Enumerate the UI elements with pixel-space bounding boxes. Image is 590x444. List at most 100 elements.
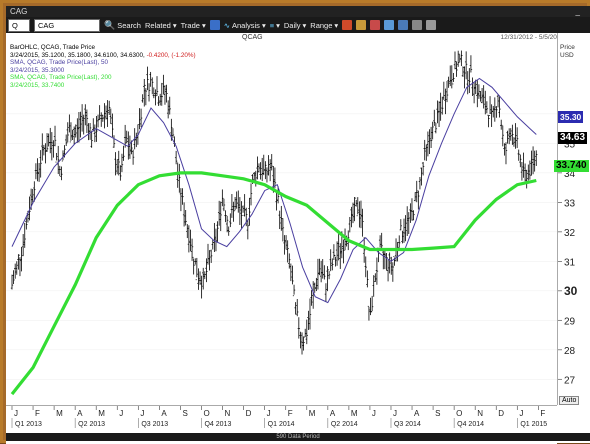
search-button[interactable]: 🔍 Search (104, 20, 141, 31)
price-bar (224, 210, 227, 223)
price-bar (299, 331, 302, 349)
price-bar (158, 93, 162, 106)
analysis-menu[interactable]: ∿ Analysis ▾ (224, 21, 266, 30)
price-bar (525, 169, 528, 189)
price-bar (225, 215, 229, 233)
price-bar (399, 219, 403, 231)
month-label: F (288, 409, 293, 418)
price-bar (197, 268, 200, 290)
price-bar (359, 200, 363, 229)
price-bar (506, 130, 509, 144)
user-icon[interactable] (398, 20, 409, 30)
price-chart[interactable] (6, 33, 557, 405)
price-bar (507, 128, 511, 145)
price-bar (531, 146, 535, 175)
price-bar (115, 159, 119, 175)
price-bar (476, 79, 479, 108)
price-bar (477, 84, 481, 99)
price-bar (530, 150, 533, 176)
price-bar (286, 240, 289, 263)
price-bar (39, 150, 42, 178)
price-bar (334, 255, 337, 267)
print-icon[interactable] (412, 20, 423, 30)
crosshair-icon[interactable] (356, 20, 367, 30)
bars-menu[interactable]: ≡ ▾ (270, 21, 280, 30)
related-menu[interactable]: Related ▾ (145, 21, 177, 30)
price-bar (401, 230, 404, 244)
month-label: A (414, 409, 420, 418)
price-bar (304, 328, 307, 338)
price-bar (28, 196, 31, 221)
price-bar (160, 82, 163, 106)
price-bar (429, 126, 433, 149)
price-bar (195, 257, 199, 281)
quarter-label: Q1 2014 (268, 421, 295, 428)
range-menu[interactable]: Range ▾ (310, 21, 338, 30)
price-bar (241, 205, 245, 213)
range-label: Range (310, 20, 333, 30)
price-axis[interactable]: 36353433323130292827 (557, 33, 590, 405)
chart-symbol-title: QCAG (242, 34, 263, 41)
sma200-line (10, 171, 537, 396)
price-bar (264, 161, 267, 180)
price-bar (144, 84, 148, 106)
price-bar (192, 256, 195, 275)
magnify-icon[interactable] (384, 20, 395, 30)
price-bar (37, 163, 41, 182)
minimize-button[interactable]: _ (575, 7, 580, 16)
price-bar (441, 96, 444, 115)
chart-area[interactable]: QCAG 12/31/2012 - 5/5/2015 (NYC) BarOHLC… (6, 33, 590, 444)
legend-line-3: SMA, QCAG, Trade Price(Last), 50 (10, 59, 108, 67)
price-bar (496, 94, 500, 108)
price-bar (100, 112, 103, 127)
price-bar (69, 122, 73, 143)
price-tick-label: 27 (564, 375, 576, 386)
price-bar (253, 172, 256, 181)
symbol-type-box[interactable]: Q (8, 18, 30, 32)
price-bar (152, 87, 156, 99)
price-axis-svg: 36353433323130292827 (558, 110, 578, 386)
price-bar (324, 283, 328, 302)
price-bar (421, 161, 425, 176)
price-bar (297, 317, 301, 339)
price-bar (34, 163, 38, 180)
price-bar (323, 265, 326, 280)
price-bar (437, 101, 441, 128)
price-bar (396, 241, 399, 262)
trendline-icon[interactable] (370, 20, 381, 30)
price-bar (354, 197, 358, 207)
price-bar (233, 197, 237, 212)
price-bar (194, 258, 197, 266)
auto-scale-button[interactable]: Auto (559, 396, 580, 405)
draw-tool-icon[interactable] (209, 20, 220, 30)
chevron-down-icon: ▾ (201, 20, 206, 30)
price-bar (82, 114, 85, 135)
price-bar (189, 229, 192, 252)
price-bar (533, 150, 536, 172)
price-bar (15, 261, 18, 275)
price-bar (417, 190, 420, 210)
daily-menu[interactable]: Daily ▾ (284, 21, 306, 30)
quarter-label: Q2 2013 (78, 421, 105, 428)
related-label: Related (144, 20, 171, 30)
month-label: M (56, 409, 63, 418)
month-label: F (540, 409, 545, 418)
trade-menu[interactable]: Trade ▾ (181, 21, 206, 30)
price-bar (458, 53, 461, 63)
price-axis-header: Price USD (560, 44, 575, 60)
price-bar (294, 302, 297, 315)
price-bar (117, 150, 120, 176)
price-bar (493, 97, 497, 122)
symbol-input[interactable]: CAG (34, 18, 100, 32)
price-bar (87, 123, 90, 141)
month-label: A (330, 409, 336, 418)
price-bar (268, 159, 272, 182)
price-bar (409, 203, 412, 223)
price-bar (500, 119, 503, 130)
settings-icon[interactable] (426, 20, 437, 30)
price-bar (151, 77, 154, 95)
price-bar (335, 241, 339, 266)
price-bar (474, 79, 477, 95)
zoom-icon[interactable] (342, 20, 353, 30)
trade-label: Trade (180, 20, 200, 30)
